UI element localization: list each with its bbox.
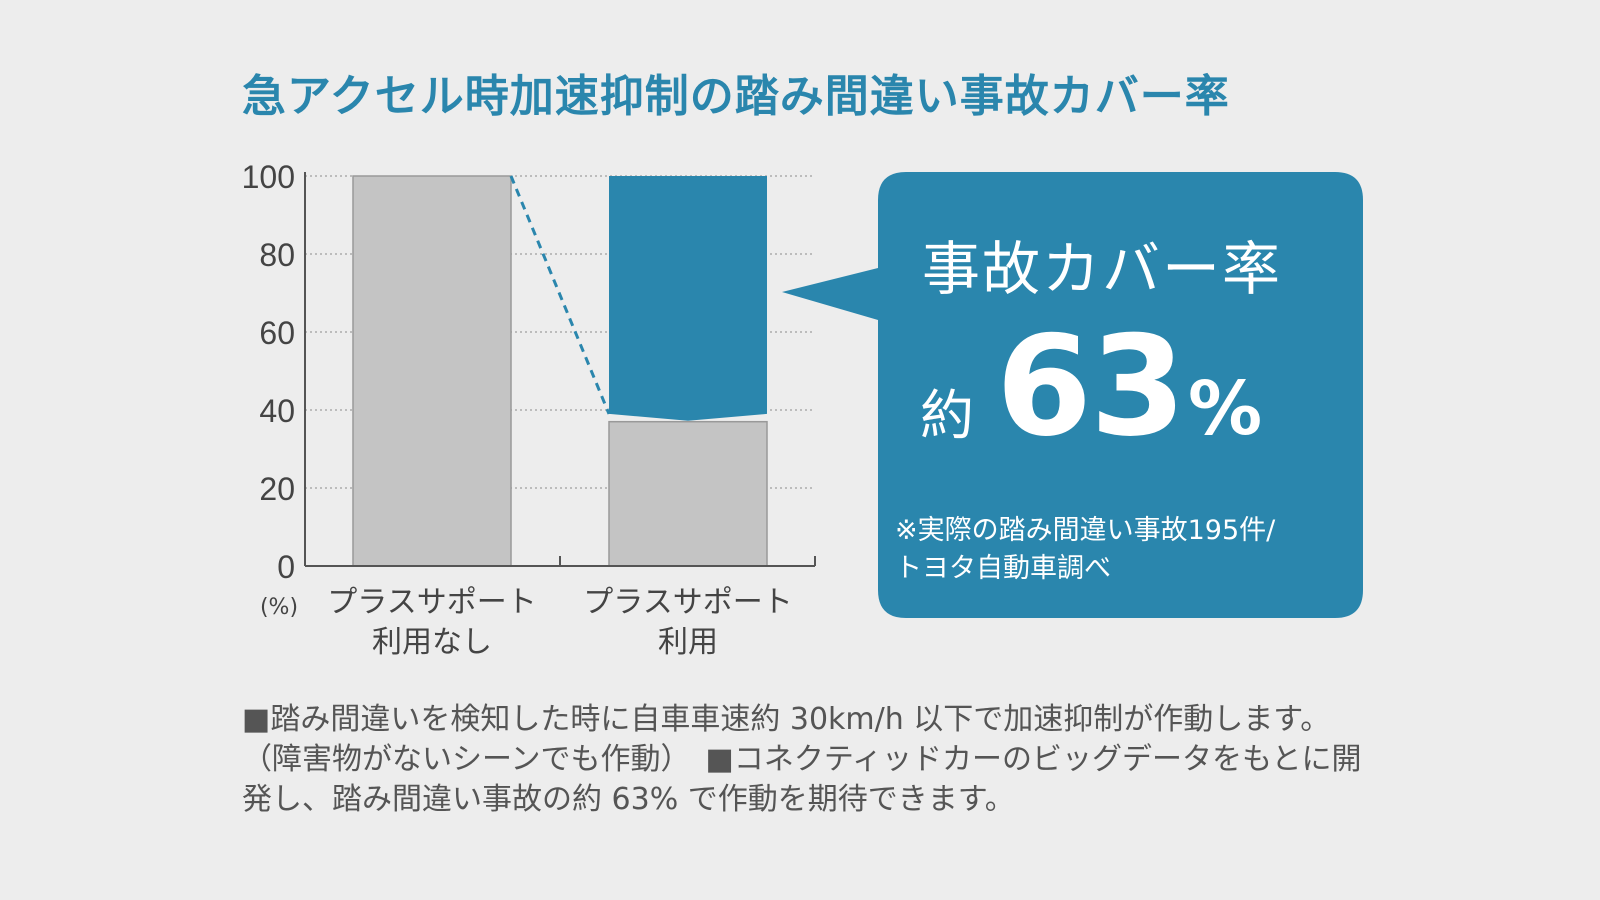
category-label: 利用なし (372, 625, 492, 660)
callout-note: ※実際の踏み間違い事故195件/ トヨタ自動車調べ (895, 515, 1276, 584)
callout-number: 63 (996, 306, 1186, 467)
category-label: 利用 (658, 625, 718, 660)
category-label: プラスサポート (327, 585, 536, 620)
bar (352, 175, 512, 567)
callout-bubble (782, 172, 1363, 618)
callout-value: 約 63 % (920, 318, 1262, 456)
category-label: プラスサポート (583, 585, 792, 620)
callout-unit: % (1188, 366, 1263, 452)
y-unit-label: (%) (260, 595, 298, 620)
y-tick-label: 40 (259, 393, 295, 429)
y-tick-label: 80 (259, 237, 295, 273)
connector-line (509, 175, 611, 415)
bar (608, 420, 768, 567)
y-tick-label: 60 (259, 315, 295, 351)
y-tick-label: 100 (242, 159, 295, 195)
callout-prefix: 約 (920, 384, 974, 447)
y-tick-label: 20 (259, 471, 295, 507)
y-tick-label: 0 (277, 549, 295, 585)
chart-title: 急アクセル時加速抑制の踏み間違い事故カバー率 (242, 71, 1230, 122)
callout-label: 事故カバー率 (922, 235, 1283, 303)
description-text: ■踏み間違いを検知した時に自車車速約 30km/h 以下で加速抑制が作動します。… (242, 702, 1362, 817)
covered-segment (609, 176, 767, 421)
